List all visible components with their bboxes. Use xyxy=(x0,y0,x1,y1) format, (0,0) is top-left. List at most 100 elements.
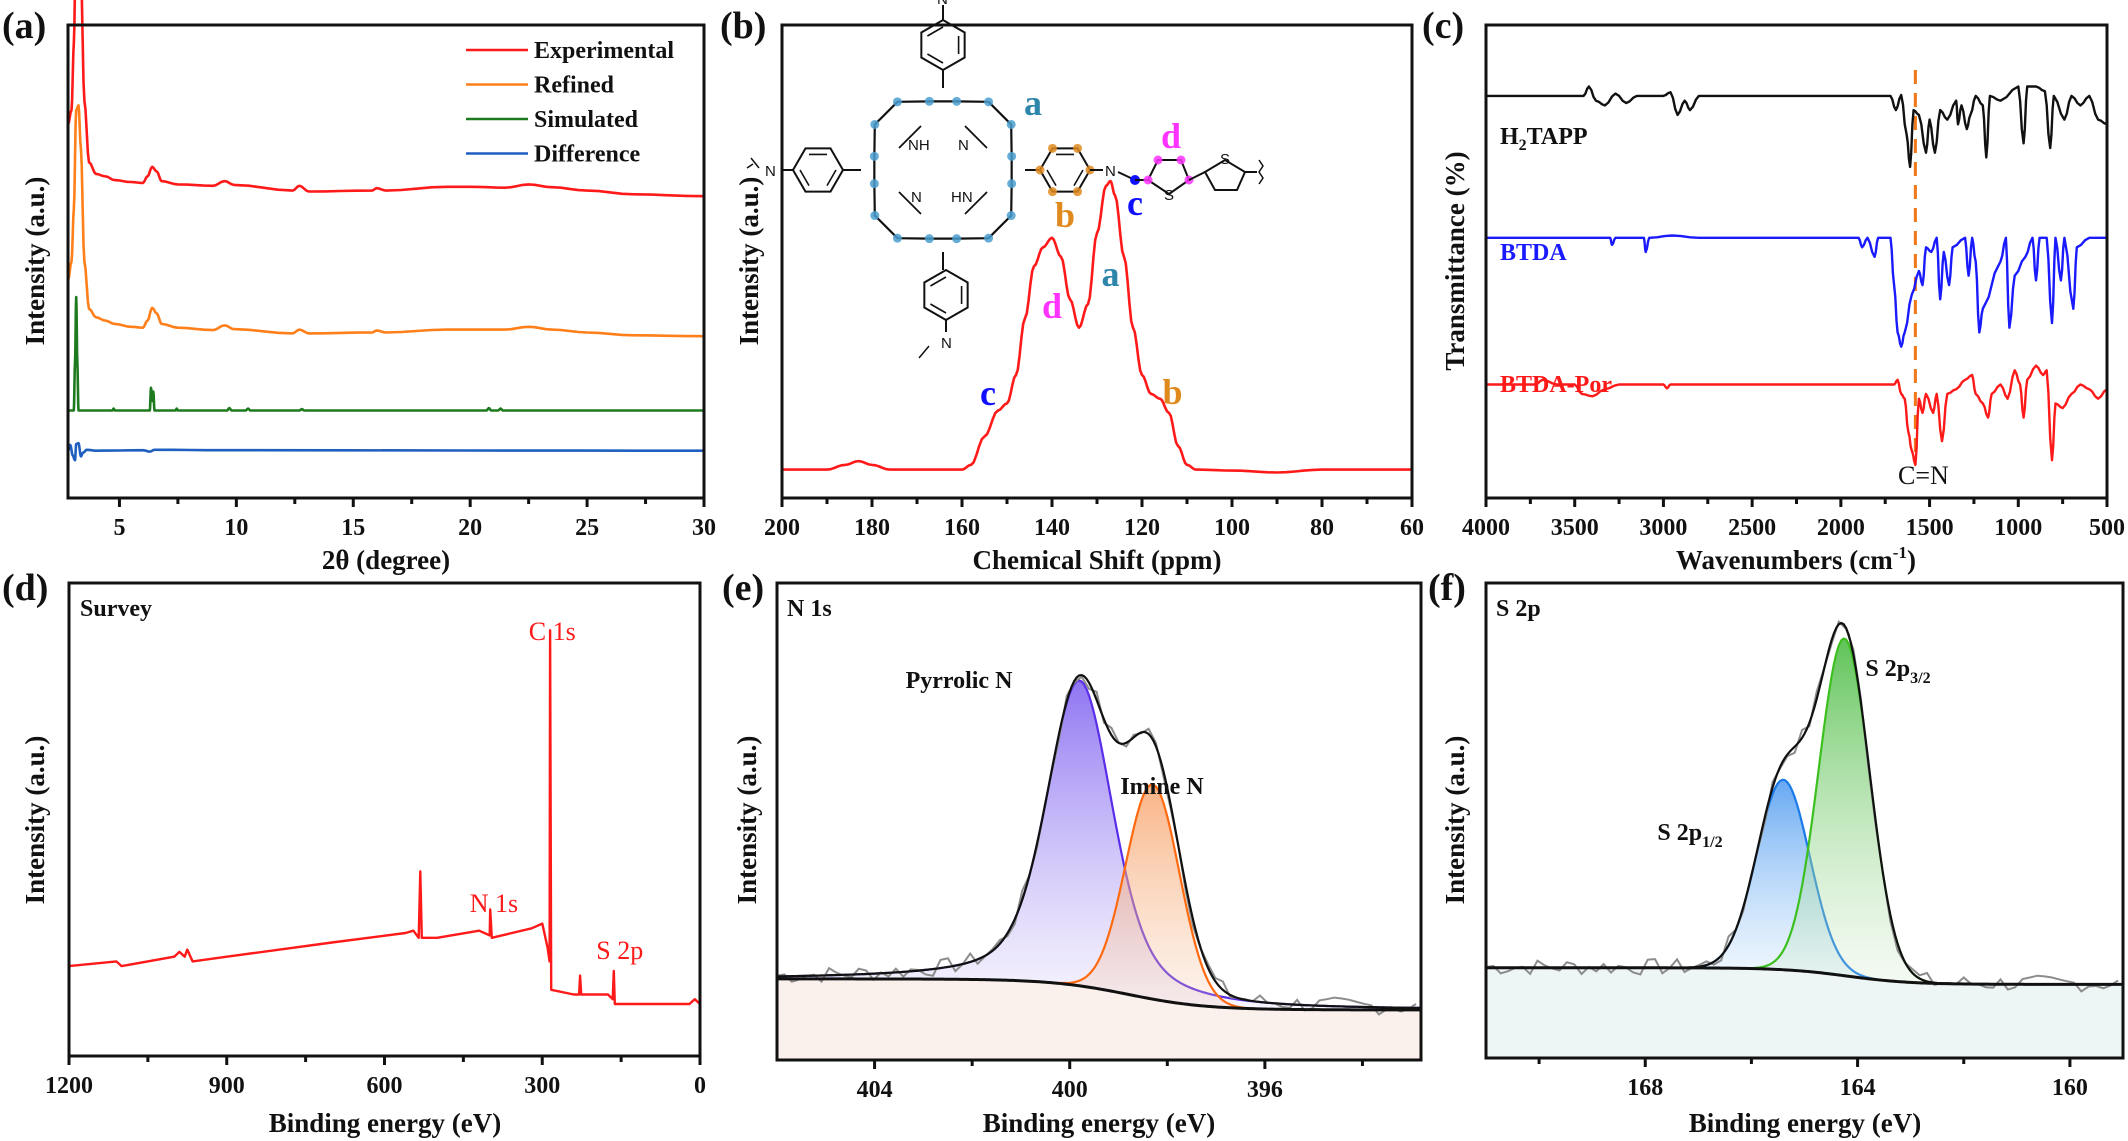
site-a-dot xyxy=(984,233,994,243)
survey-inner-title: Survey xyxy=(80,596,152,622)
x-axis-title-f: Binding energy (eV) xyxy=(1689,1108,1922,1138)
legend-label: Simulated xyxy=(534,107,639,133)
site-a-dot xyxy=(952,96,962,106)
atom-label: N xyxy=(937,0,948,8)
x-axis-title-c-end: ) xyxy=(1907,545,1916,575)
x-tick-label: 160 xyxy=(944,515,980,541)
site-a-dot xyxy=(984,97,994,107)
background-line xyxy=(1485,966,2124,986)
survey-spectrum-line xyxy=(68,629,701,1006)
component-fill-1 xyxy=(1486,638,2123,985)
x-tick-label: 164 xyxy=(1840,1075,1876,1101)
inner-title: S 2p xyxy=(1496,596,1541,622)
x-tick-label: 80 xyxy=(1310,515,1334,541)
peak-label-c: c xyxy=(980,373,996,413)
series-label-subscript: 2 xyxy=(1519,137,1527,154)
x-tick-label: 396 xyxy=(1247,1077,1283,1103)
bond xyxy=(927,53,944,64)
x-axis-title-c-main: Wavenumbers (cm xyxy=(1676,545,1893,575)
wavy-bond xyxy=(918,345,930,359)
panel-d-xps-survey: (d) 1200 900 600 300 0 Survey C 1s N 1s S 2p Bin… xyxy=(2,567,706,1138)
site-b-dot xyxy=(1048,187,1057,197)
series-label-h2tapp: H2TAPP xyxy=(1500,124,1588,154)
series-line-h2tapp xyxy=(1486,85,2108,169)
nmr-spectrum-line xyxy=(782,179,1412,474)
x-tick-label: 4000 xyxy=(1462,515,1510,541)
y-axis-title-b: Intensity (a.u.) xyxy=(734,177,764,346)
site-d-dot xyxy=(1153,155,1163,165)
bond xyxy=(1188,171,1206,181)
site-a-dot xyxy=(870,211,880,221)
component-annotation: Pyrrolic N xyxy=(906,668,1014,694)
panel-label-e: (e) xyxy=(722,567,764,609)
site-a-dot xyxy=(869,179,879,189)
series-line-btda xyxy=(1486,234,2107,348)
x-tick-label: 500 xyxy=(2089,515,2125,541)
bond xyxy=(930,276,947,287)
annotation-main: S 2p xyxy=(1865,656,1910,682)
series-label-part: H xyxy=(1500,124,1519,150)
y-axis-title-d: Intensity (a.u.) xyxy=(20,736,50,905)
y-axis-title-f: Intensity (a.u.) xyxy=(1440,736,1470,905)
atom-label: N xyxy=(911,189,922,206)
x-tick-label: 3500 xyxy=(1551,515,1599,541)
panel-label-a: (a) xyxy=(2,5,46,47)
x-axis-title-c-sup: -1 xyxy=(1893,543,1907,562)
xrd-plot-area: 5 10 15 20 25 30 xyxy=(66,0,716,541)
bond xyxy=(898,191,922,215)
site-a-dot xyxy=(892,233,902,243)
series-line-btda-por xyxy=(1486,364,2108,467)
x-axis-title-b: Chemical Shift (ppm) xyxy=(973,545,1222,575)
bond xyxy=(1073,169,1084,186)
atom-label: N xyxy=(958,137,969,154)
x-tick-label: 5 xyxy=(113,515,125,541)
annotation-subscript: 3/2 xyxy=(1910,670,1930,687)
component-annotation: S 2p1/2 xyxy=(1657,820,1722,851)
x-axis-title-c: Wavenumbers (cm-1) xyxy=(1676,543,1916,575)
series-label-btda-por: BTDA-Por xyxy=(1500,372,1612,398)
panel-e-xps-n1s: (e) 404 400 396 N 1s Pyrrolic N Imine N Bindi… xyxy=(722,567,1423,1138)
envelope-fit-line xyxy=(776,673,1422,1010)
xrd-legend: Experimental Refined Simulated Difference xyxy=(466,38,674,168)
y-axis-title-e: Intensity (a.u.) xyxy=(732,736,762,905)
x-tick-label: 400 xyxy=(1052,1077,1088,1103)
site-a-dot xyxy=(869,151,879,161)
panel-a-xrd: (a) 5 10 15 20 25 30 Experimental Refined Simul… xyxy=(2,0,716,575)
panel-label-c: (c) xyxy=(1422,5,1464,47)
plot-frame xyxy=(1484,581,2125,1060)
peak-label-d: d xyxy=(1042,286,1062,326)
bond xyxy=(799,169,810,186)
series-label-btda: BTDA xyxy=(1500,240,1567,266)
site-b-dot xyxy=(1073,143,1082,153)
panel-label-f: (f) xyxy=(1428,567,1466,609)
peak-label-b: b xyxy=(1162,372,1182,412)
bond xyxy=(927,26,944,37)
x-axis-title-d: Binding energy (eV) xyxy=(269,1108,502,1138)
peak-annotation: S 2p xyxy=(596,936,643,965)
background-fill xyxy=(1486,967,2123,1058)
series-line-difference xyxy=(66,441,705,462)
bond xyxy=(898,125,922,149)
series-line-refined xyxy=(66,104,705,338)
site-a-dot xyxy=(1006,211,1016,221)
thiophene-ring-2 xyxy=(1203,158,1247,191)
y-axis-title-a: Intensity (a.u.) xyxy=(20,177,50,346)
atom-label: HN xyxy=(951,189,973,206)
component-annotation: S 2p3/2 xyxy=(1865,656,1930,687)
atom-label: N xyxy=(941,335,952,352)
annotation-main: S 2p xyxy=(1657,820,1702,846)
legend-label: Experimental xyxy=(534,38,674,64)
panel-label-d: (d) xyxy=(2,567,48,609)
site-a-dot xyxy=(924,234,934,244)
annotation-subscript: 1/2 xyxy=(1702,834,1722,851)
x-tick-label: 1200 xyxy=(45,1073,93,1099)
series-line-simulated xyxy=(68,295,704,412)
structure-label-a: a xyxy=(1024,83,1042,123)
n1s-plot-area: 404 400 396 N 1s Pyrrolic N Imine N xyxy=(775,581,1423,1103)
x-tick-label: 160 xyxy=(2052,1075,2088,1101)
structure-label-c: c xyxy=(1127,183,1143,223)
